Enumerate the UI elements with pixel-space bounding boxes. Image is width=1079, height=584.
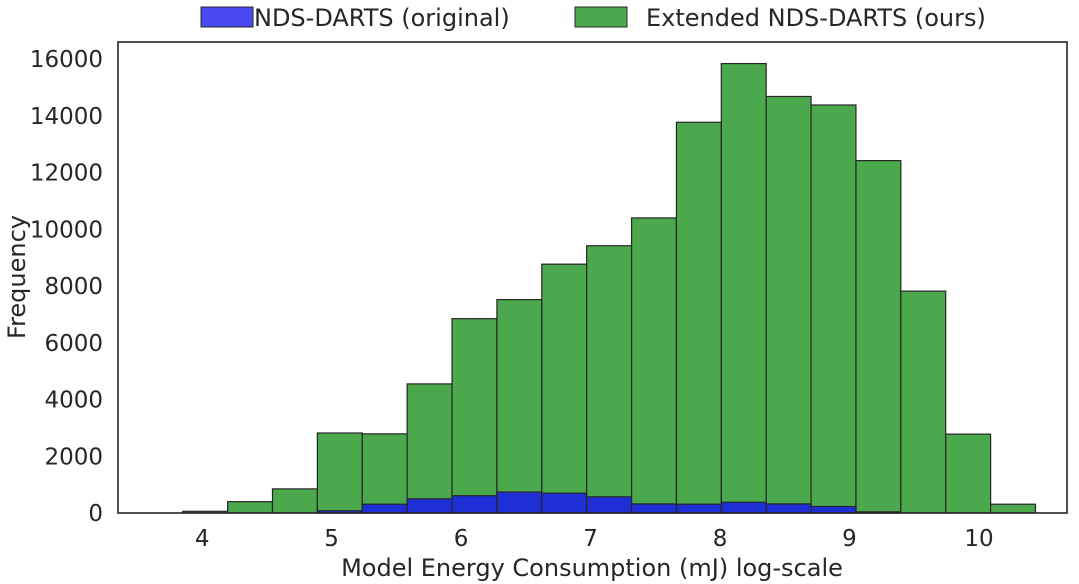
extended-bar-15: [855, 160, 902, 514]
y-tick-label-16000: 16000: [30, 47, 103, 73]
y-axis-label: Frequency: [3, 215, 31, 339]
plot-frame: [117, 41, 1068, 514]
original-bar-7: [496, 491, 543, 514]
legend-swatch-original: [200, 6, 254, 28]
legend-label-extended: Extended NDS-DARTS (ours): [646, 4, 986, 32]
x-tick-label-6: 6: [454, 526, 469, 552]
original-bar-14: [810, 505, 857, 514]
original-bar-11: [675, 503, 722, 514]
extended-bar-11: [675, 121, 722, 514]
x-tick-label-4: 4: [195, 526, 210, 552]
original-bar-13: [765, 503, 812, 514]
extended-bar-10: [630, 217, 678, 514]
y-tick-label-2000: 2000: [44, 444, 103, 470]
extended-bar-13: [765, 95, 812, 514]
extended-bar-17: [945, 433, 992, 514]
original-bar-9: [586, 496, 633, 514]
extended-bar-5: [406, 383, 453, 514]
extended-bar-6: [451, 318, 498, 514]
y-axis-ticks: 0 2000 4000 6000 8000 10000 12000 14000 16000: [30, 47, 103, 527]
original-bar-4: [361, 503, 408, 514]
y-tick-label-8000: 8000: [44, 274, 103, 300]
extended-bar-4: [361, 433, 408, 514]
y-tick-label-14000: 14000: [30, 104, 103, 130]
x-tick-label-5: 5: [324, 526, 339, 552]
x-axis-label: Model Energy Consumption (mJ) log-scale: [341, 554, 843, 582]
extended-bar-8: [541, 263, 588, 514]
series-extended-bars: [182, 62, 1037, 514]
extended-bar-7: [496, 299, 543, 514]
original-bar-6: [451, 495, 498, 514]
x-tick-label-8: 8: [713, 526, 728, 552]
original-bar-10: [630, 503, 678, 514]
extended-bar-1: [227, 501, 274, 514]
extended-bar-3: [316, 432, 363, 514]
legend: NDS-DARTS (original) Extended NDS-DARTS (…: [200, 4, 986, 32]
extended-bar-9: [586, 245, 633, 514]
original-bar-5: [406, 498, 453, 514]
y-tick-label-6000: 6000: [44, 331, 103, 357]
legend-label-original: NDS-DARTS (original): [254, 4, 510, 32]
y-tick-label-10000: 10000: [30, 217, 103, 243]
x-tick-label-10: 10: [964, 526, 993, 552]
extended-bar-14: [810, 104, 857, 514]
x-tick-label-7: 7: [583, 526, 598, 552]
y-tick-label-0: 0: [88, 501, 103, 527]
original-bar-12: [720, 501, 767, 514]
x-axis-ticks: 4 5 6 7 8 9 10: [195, 526, 994, 552]
y-tick-label-4000: 4000: [44, 388, 103, 414]
extended-bar-12: [720, 62, 767, 514]
extended-bar-16: [900, 290, 947, 514]
original-bar-8: [541, 492, 588, 514]
x-tick-label-9: 9: [842, 526, 857, 552]
legend-swatch-extended: [574, 6, 628, 28]
y-tick-label-12000: 12000: [30, 161, 103, 187]
extended-bar-2: [271, 488, 318, 514]
extended-bar-18: [990, 503, 1037, 514]
